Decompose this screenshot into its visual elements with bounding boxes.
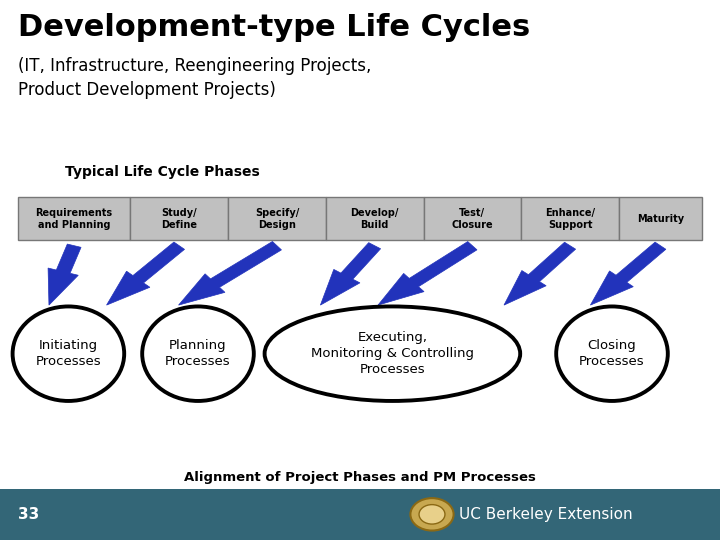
Bar — [423, 197, 521, 240]
Bar — [619, 197, 702, 240]
Text: 33: 33 — [18, 507, 40, 522]
Text: Study/
Define: Study/ Define — [161, 208, 197, 230]
Bar — [130, 197, 228, 240]
Text: Executing,
Monitoring & Controlling
Processes: Executing, Monitoring & Controlling Proc… — [311, 331, 474, 376]
Text: UC Berkeley Extension: UC Berkeley Extension — [459, 507, 633, 522]
Polygon shape — [48, 244, 81, 305]
Text: Development-type Life Cycles: Development-type Life Cycles — [18, 14, 530, 43]
Polygon shape — [179, 241, 282, 305]
Ellipse shape — [557, 307, 668, 401]
Bar — [228, 197, 325, 240]
Text: Initiating
Processes: Initiating Processes — [35, 339, 102, 368]
Ellipse shape — [13, 307, 125, 401]
Polygon shape — [590, 242, 666, 305]
Bar — [521, 197, 619, 240]
Text: Planning
Processes: Planning Processes — [165, 339, 231, 368]
Circle shape — [419, 504, 445, 524]
Ellipse shape — [143, 307, 254, 401]
Polygon shape — [378, 241, 477, 305]
Text: Closing
Processes: Closing Processes — [579, 339, 645, 368]
Text: Test/
Closure: Test/ Closure — [451, 208, 493, 230]
Polygon shape — [504, 242, 575, 305]
Polygon shape — [320, 242, 381, 305]
Bar — [325, 197, 423, 240]
Polygon shape — [107, 242, 184, 305]
Text: Alignment of Project Phases and PM Processes: Alignment of Project Phases and PM Proce… — [184, 471, 536, 484]
Text: Maturity: Maturity — [637, 214, 684, 224]
Text: Enhance/
Support: Enhance/ Support — [545, 208, 595, 230]
Ellipse shape — [265, 307, 521, 401]
Bar — [18, 197, 130, 240]
Text: Requirements
and Planning: Requirements and Planning — [35, 208, 113, 230]
Text: Develop/
Build: Develop/ Build — [351, 208, 399, 230]
Text: Typical Life Cycle Phases: Typical Life Cycle Phases — [65, 165, 259, 179]
Text: Specify/
Design: Specify/ Design — [255, 208, 299, 230]
Text: (IT, Infrastructure, Reengineering Projects,
Product Development Projects): (IT, Infrastructure, Reengineering Proje… — [18, 57, 372, 99]
Circle shape — [410, 498, 454, 530]
Bar — [0, 489, 720, 540]
